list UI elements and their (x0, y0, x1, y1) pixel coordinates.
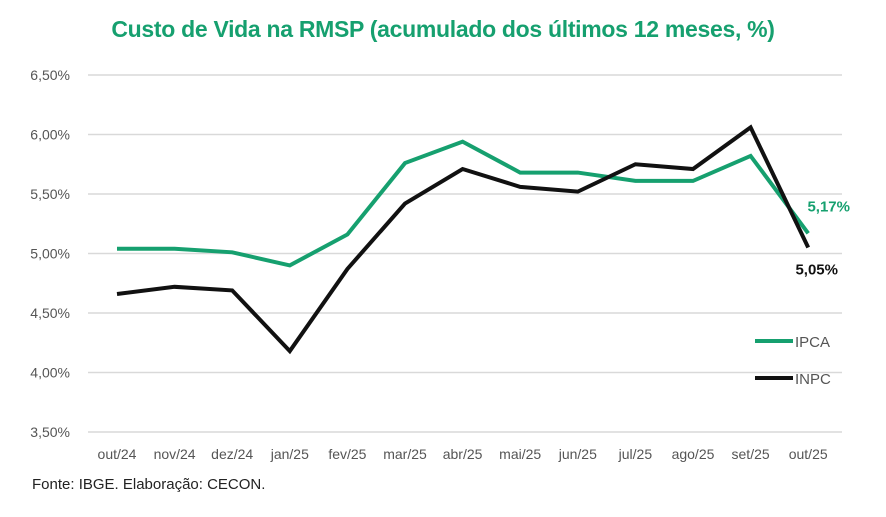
legend-label-inpc: INPC (795, 371, 831, 388)
source-note: Fonte: IBGE. Elaboração: CECON. (32, 476, 266, 493)
chart-title: Custo de Vida na RMSP (acumulado dos últ… (111, 16, 775, 42)
legend-label-ipca: IPCA (795, 334, 830, 351)
x-tick-label: nov/24 (154, 446, 196, 462)
x-tick-label: dez/24 (211, 446, 253, 462)
x-tick-label: jun/25 (558, 446, 597, 462)
x-tick-label: mar/25 (383, 446, 427, 462)
y-tick-label: 5,00% (30, 246, 70, 262)
x-tick-label: jan/25 (270, 446, 309, 462)
series-line-inpc (116, 124, 811, 355)
x-tick-label: fev/25 (328, 446, 366, 462)
x-tick-label: jul/25 (618, 446, 653, 462)
x-tick-label: out/24 (98, 446, 137, 462)
end-label-ipca: 5,17% (807, 198, 850, 215)
x-tick-label: ago/25 (672, 446, 715, 462)
y-tick-label: 5,50% (30, 186, 70, 202)
x-tick-label: out/25 (789, 446, 828, 462)
y-tick-label: 4,50% (30, 305, 70, 321)
y-tick-label: 3,50% (30, 424, 70, 440)
y-tick-label: 6,50% (30, 67, 70, 83)
y-tick-label: 6,00% (30, 127, 70, 143)
y-tick-label: 4,00% (30, 365, 70, 381)
x-tick-label: abr/25 (443, 446, 483, 462)
x-tick-label: mai/25 (499, 446, 541, 462)
x-tick-label: set/25 (732, 446, 770, 462)
end-label-inpc: 5,05% (795, 262, 838, 279)
